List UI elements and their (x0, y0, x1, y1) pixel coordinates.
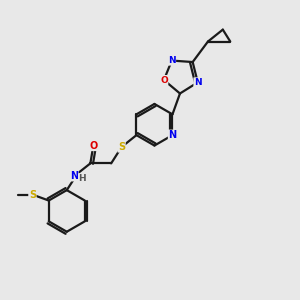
Text: N: N (168, 130, 176, 140)
Text: H: H (79, 174, 86, 183)
Text: N: N (70, 171, 78, 181)
Text: O: O (160, 76, 168, 85)
Text: N: N (194, 78, 202, 87)
Text: S: S (29, 190, 36, 200)
Text: O: O (89, 140, 98, 151)
Text: N: N (168, 56, 176, 65)
Text: S: S (118, 142, 125, 152)
